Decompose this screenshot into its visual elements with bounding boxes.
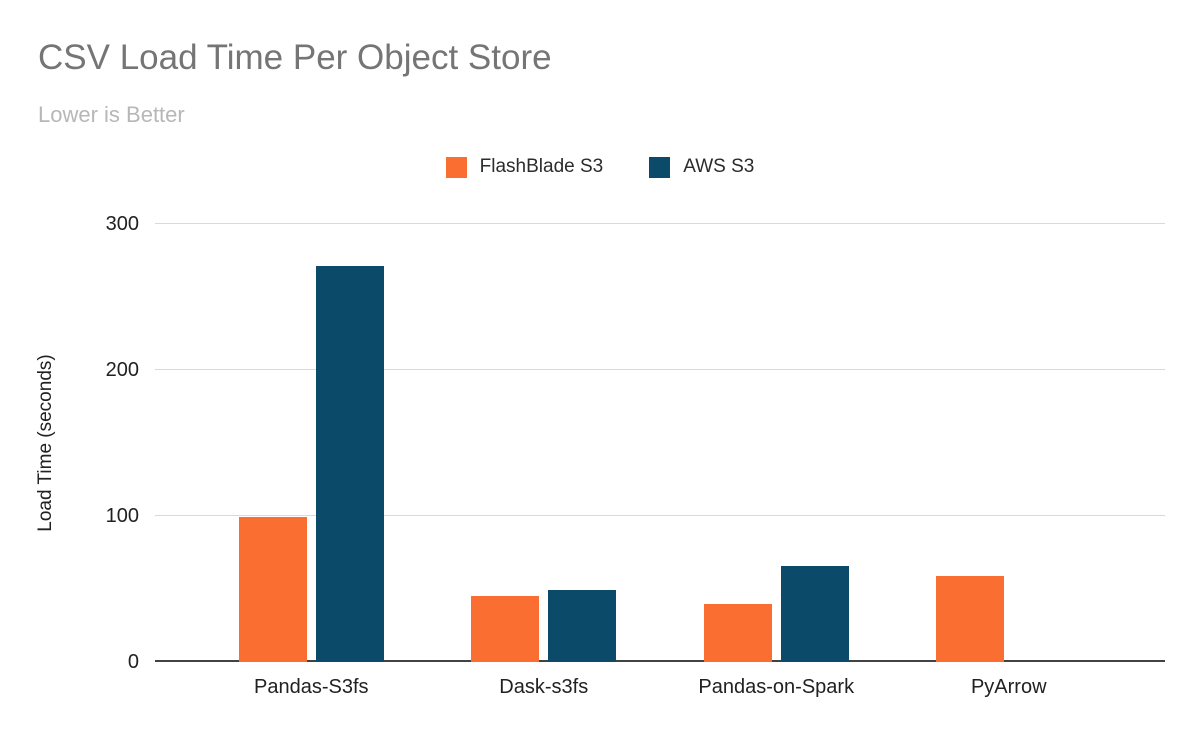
- legend-item-flashblade-s3: FlashBlade S3: [445, 156, 604, 178]
- bar-flashblade-s3-pyarrow: [936, 575, 1005, 662]
- y-tick-label: 0: [127, 651, 139, 673]
- bar-aws-s3-pandas-s3fs: [315, 266, 384, 662]
- y-tick-label: 200: [105, 359, 139, 382]
- legend-swatch-flashblade-s3: [445, 156, 467, 178]
- bar-group-pyarrow: [893, 224, 1126, 662]
- bar-flashblade-s3-pandas-s3fs: [238, 517, 307, 662]
- bar-flashblade-s3-dask-s3fs: [471, 596, 540, 662]
- y-axis-title: Load Time (seconds): [35, 354, 56, 532]
- x-axis-label-pandas-on-spark: Pandas-on-Spark: [698, 676, 855, 698]
- bar-group-pandas-on-spark: [660, 224, 893, 662]
- legend-item-aws-s3: AWS S3: [649, 156, 754, 178]
- plot-area: 0 100 200 300: [106, 214, 1165, 672]
- bar-aws-s3-pandas-on-spark: [780, 565, 849, 662]
- legend-swatch-aws-s3: [649, 156, 671, 178]
- gridline: [155, 223, 1165, 224]
- bar-group-dask-s3fs: [428, 224, 661, 662]
- x-axis-label-pyarrow: PyArrow: [970, 676, 1047, 698]
- legend-label: AWS S3: [683, 156, 755, 177]
- x-axis-label-dask-s3fs: Dask-s3fs: [499, 676, 589, 698]
- x-axis-label-pandas-s3fs: Pandas-S3fs: [253, 676, 369, 698]
- legend-label: FlashBlade S3: [479, 156, 604, 177]
- bar-aws-s3-dask-s3fs: [548, 590, 617, 662]
- legend: FlashBlade S3 AWS S3: [0, 156, 1200, 178]
- x-axis-labels: Pandas-S3fs Dask-s3fs Pandas-on-Spark PyArr…: [155, 676, 1165, 699]
- gridline: [155, 369, 1165, 371]
- x-axis-line: [155, 660, 1165, 662]
- chart-title: CSV Load Time Per Object Store: [38, 38, 552, 77]
- y-tick-label: 100: [105, 505, 139, 528]
- bar-groups: [155, 224, 1165, 662]
- bar-flashblade-s3-pandas-on-spark: [703, 603, 772, 662]
- bar-group-pandas-s3fs: [195, 224, 428, 662]
- chart-subtitle: Lower is Better: [38, 102, 185, 127]
- y-tick-label: 300: [105, 213, 139, 235]
- gridline: [155, 515, 1165, 517]
